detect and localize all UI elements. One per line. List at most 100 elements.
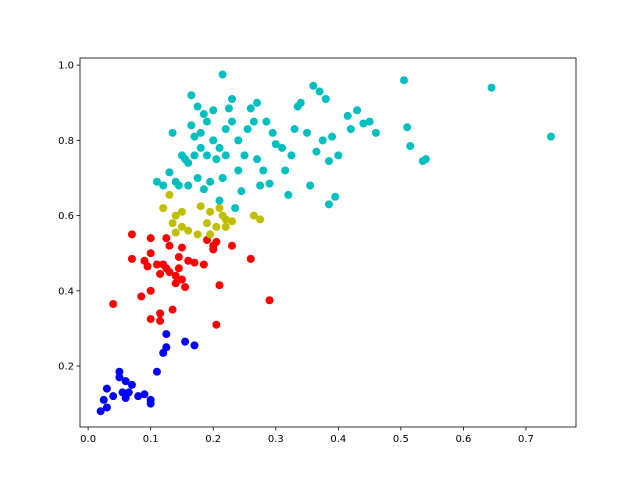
scatter-point: [218, 173, 227, 182]
scatter-point: [184, 226, 193, 235]
scatter-point: [309, 81, 318, 90]
scatter-point: [221, 125, 230, 134]
scatter-point: [312, 147, 321, 156]
scatter-point: [399, 76, 408, 85]
scatter-point: [152, 260, 161, 269]
scatter-point: [206, 177, 215, 186]
y-tick-label: 0.8: [58, 136, 74, 147]
scatter-point: [209, 245, 218, 254]
scatter-point: [193, 102, 202, 111]
scatter-point: [315, 87, 324, 96]
scatter-point: [206, 230, 215, 239]
scatter-point: [324, 200, 333, 209]
y-tick-label: 0.2: [58, 362, 74, 373]
scatter-point: [212, 320, 221, 329]
scatter-point: [171, 211, 180, 220]
y-tick-label: 0.4: [58, 286, 74, 297]
scatter-point: [227, 117, 236, 126]
scatter-point: [221, 215, 230, 224]
scatter-point: [265, 179, 274, 188]
scatter-point: [165, 241, 174, 250]
scatter-point: [193, 230, 202, 239]
scatter-point: [196, 128, 205, 137]
scatter-point: [271, 140, 280, 149]
scatter-point: [184, 181, 193, 190]
scatter-point: [137, 292, 146, 301]
scatter-point: [246, 254, 255, 263]
scatter-point: [156, 309, 165, 318]
scatter-point: [184, 158, 193, 167]
scatter-point: [127, 380, 136, 389]
scatter-point: [152, 367, 161, 376]
scatter-point: [253, 98, 262, 107]
scatter-point: [134, 392, 143, 401]
scatter-point: [162, 234, 171, 243]
scatter-point: [206, 207, 215, 216]
scatter-point: [281, 166, 290, 175]
scatter-point: [174, 252, 183, 261]
scatter-point: [146, 234, 155, 243]
scatter-point: [202, 151, 211, 160]
scatter-point: [224, 104, 233, 113]
scatter-point: [127, 254, 136, 263]
scatter-point: [268, 128, 277, 137]
x-tick-label: 0.3: [268, 434, 284, 445]
scatter-point: [215, 143, 224, 152]
scatter-point: [253, 155, 262, 164]
scatter-point: [306, 181, 315, 190]
scatter-point: [212, 155, 221, 164]
scatter-point: [296, 98, 305, 107]
scatter-point: [346, 125, 355, 134]
scatter-point: [287, 151, 296, 160]
scatter-point: [262, 117, 271, 126]
scatter-point: [303, 128, 312, 137]
scatter-point: [156, 269, 165, 278]
x-tick-label: 0.6: [455, 434, 471, 445]
scatter-point: [177, 222, 186, 231]
x-tick-label: 0.5: [393, 434, 409, 445]
x-tick-label: 0.4: [330, 434, 346, 445]
scatter-point: [209, 106, 218, 115]
scatter-point: [406, 142, 415, 151]
scatter-point: [196, 202, 205, 211]
scatter-point: [199, 260, 208, 269]
y-tick-label: 1.0: [58, 61, 74, 72]
scatter-point: [240, 151, 249, 160]
scatter-point: [403, 123, 412, 132]
scatter-point: [174, 264, 183, 273]
scatter-point: [215, 281, 224, 290]
scatter-point: [109, 300, 118, 308]
scatter-point: [146, 249, 155, 258]
scatter-point: [234, 136, 243, 145]
scatter-point: [181, 337, 190, 346]
scatter-point: [187, 91, 196, 100]
scatter-point: [318, 136, 327, 145]
scatter-point: [199, 110, 208, 119]
scatter-point: [146, 315, 155, 324]
x-tick-label: 0.2: [205, 434, 221, 445]
scatter-point: [331, 192, 340, 201]
scatter-point: [227, 95, 236, 103]
scatter-point: [177, 207, 186, 216]
scatter-point: [237, 187, 246, 196]
scatter-point: [99, 395, 108, 404]
scatter-point: [146, 286, 155, 295]
scatter-point: [265, 296, 274, 305]
scatter-point: [162, 330, 171, 339]
scatter-point: [168, 219, 177, 228]
scatter-point: [199, 185, 208, 194]
scatter-point: [165, 268, 174, 277]
scatter-point: [209, 136, 218, 145]
scatter-point: [328, 132, 337, 141]
scatter-point: [102, 403, 111, 412]
scatter-point: [343, 111, 352, 120]
scatter-point: [143, 262, 152, 271]
scatter-point: [221, 222, 230, 231]
scatter-point: [353, 106, 362, 115]
scatter-point: [115, 373, 124, 382]
scatter-point: [278, 143, 287, 152]
scatter-point: [121, 377, 130, 386]
scatter-point: [221, 151, 230, 160]
